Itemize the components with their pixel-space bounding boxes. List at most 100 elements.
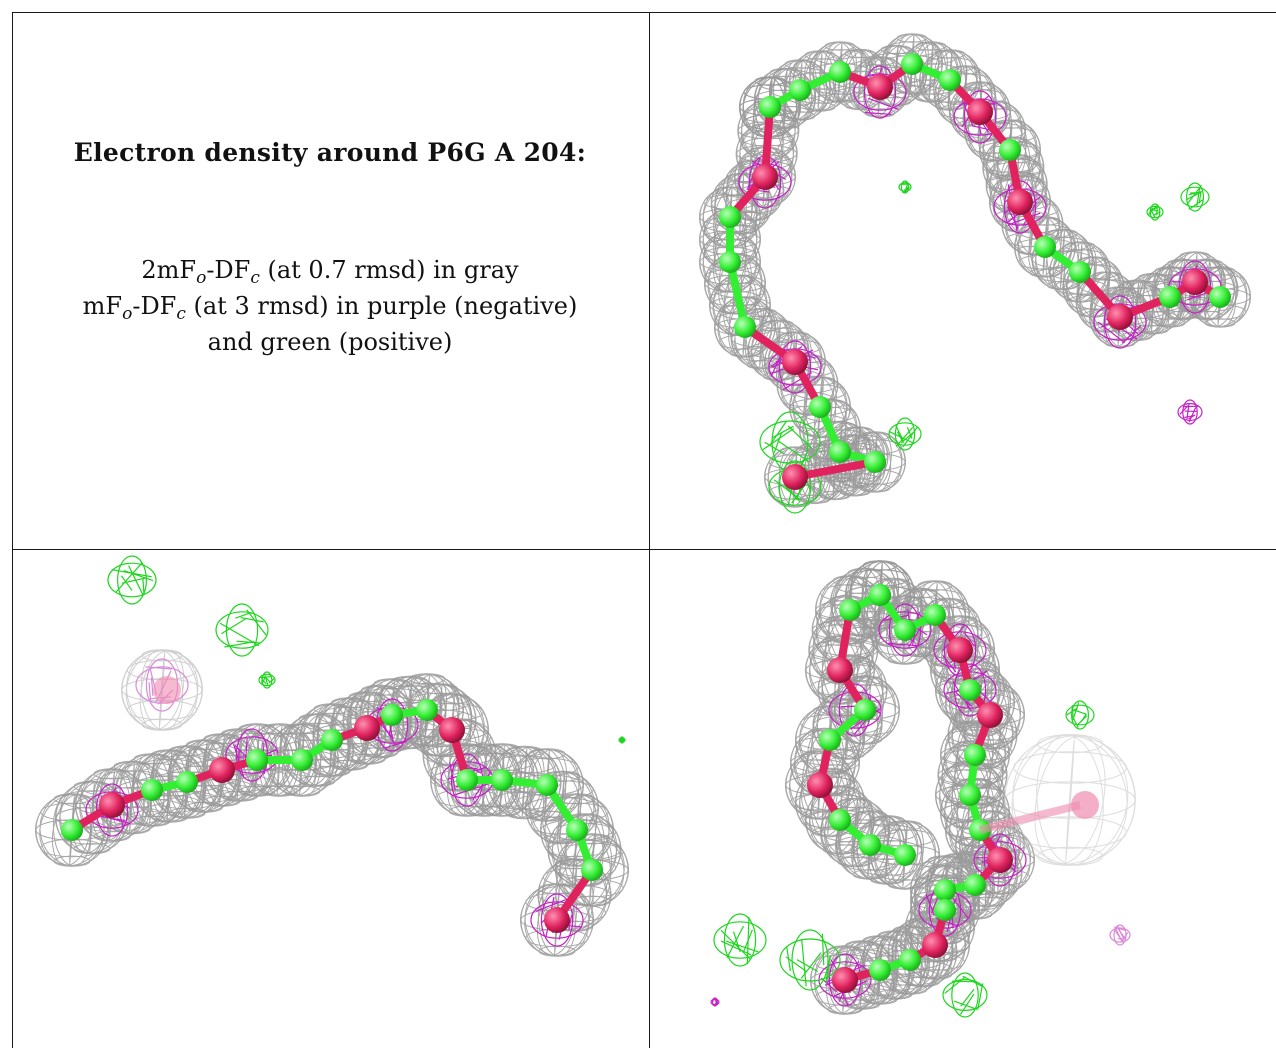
carbon-atom [1069,261,1091,283]
gray-density-mesh [739,33,1251,348]
oxygen-atom-faded [1071,791,1099,819]
density-view-bottom-right [650,550,1276,1048]
negative-difference-density [1109,924,1131,946]
legend-line-1: 2mFo-DFc (at 0.7 rmsd) in gray [141,256,519,288]
carbon-atom [829,61,851,83]
carbon-atom [1159,286,1181,308]
carbon-atom [416,699,438,721]
positive-difference-density [107,555,157,605]
carbon-atom [1034,236,1056,258]
gray-density-mesh-faded [1004,734,1136,866]
carbon-atom [566,819,588,841]
oxygen-atom [544,907,570,933]
density-render-top-right [699,33,1251,514]
carbon-atom [819,729,841,751]
oxygen-atom [752,164,778,190]
negative-difference-density [943,663,997,717]
oxygen-atom [782,349,808,375]
carbon-atom [869,959,891,981]
molecule-stick-model [61,699,603,933]
oxygen-atom [867,74,893,100]
carbon-atom [581,859,603,881]
gray-density-mesh [699,76,906,508]
oxygen-atom [1182,269,1208,295]
carbon-atom [759,96,781,118]
positive-difference-density [215,603,269,657]
density-view-bottom-left [12,550,649,1048]
oxygen-atom [832,967,858,993]
density-view-top-right [650,12,1276,548]
carbon-atom [859,834,881,856]
positive-difference-density [888,417,922,451]
molecule-stick-model [807,584,916,866]
oxygen-atom [922,932,948,958]
carbon-atom [924,604,946,626]
molecule-stick-model [832,584,1013,993]
positive-difference-density [779,929,841,991]
carbon-atom [536,774,558,796]
carbon-atom [854,699,876,721]
oxygen-atom [354,715,380,741]
carbon-atom [864,451,886,473]
legend-line-2: mFo-DFc (at 3 rmsd) in purple (negative) [82,292,578,324]
carbon-atom [959,784,981,806]
positive-difference-density [1146,203,1164,221]
carbon-atom [141,779,163,801]
oxygen-atom [807,772,833,798]
oxygen-atom [827,657,853,683]
oxygen-atom [209,757,235,783]
grid-outer-left [12,12,13,1048]
positive-difference-density [898,180,912,194]
figure-title: Electron density around P6G A 204: [73,138,587,167]
oxygen-atom [967,99,993,125]
faded-bond [979,801,1081,834]
oxygen-atom [947,637,973,663]
density-render-bottom-left [35,555,629,957]
gray-density-mesh-faded [121,649,203,731]
carbon-atom [246,749,268,771]
carbon-atom [901,53,923,75]
carbon-atom [456,769,478,791]
carbon-atom [291,749,313,771]
caption-panel: Electron density around P6G A 204: 2mFo-… [12,12,648,548]
positive-difference-density [618,736,626,744]
oxygen-atom [782,464,808,490]
carbon-atom [61,819,83,841]
carbon-atom [829,809,851,831]
carbon-atom [839,599,861,621]
negative-difference-density [1177,399,1203,425]
molecule-stick-model [719,96,886,490]
oxygen-atom [99,792,125,818]
carbon-atom [934,879,956,901]
carbon-atom [869,584,891,606]
carbon-atom [939,69,961,91]
carbon-atom [964,874,986,896]
positive-difference-density [258,671,276,689]
oxygen-atom-faded [153,676,181,704]
grid-horizontal-divider [12,549,1276,550]
carbon-atom [934,899,956,921]
carbon-atom [719,251,741,273]
oxygen-atom [439,717,465,743]
carbon-atom [964,744,986,766]
carbon-atom [829,441,851,463]
carbon-atom [734,316,756,338]
oxygen-atom [1107,304,1133,330]
negative-difference-density [710,997,720,1007]
carbon-atom [719,206,741,228]
legend-text: 2mFo-DFc (at 0.7 rmsd) in gray mFo-DFc (… [12,252,648,360]
carbon-atom [321,729,343,751]
positive-difference-density [713,913,767,967]
density-render-bottom-right [710,560,1136,1018]
carbon-atom [999,139,1021,161]
grid-vertical-divider [649,12,650,1048]
mesh-segment [520,883,594,957]
carbon-atom [899,949,921,971]
oxygen-atom [1007,189,1033,215]
legend-line-3: and green (positive) [207,328,453,356]
positive-difference-density [942,972,988,1018]
positive-difference-density [1065,700,1095,730]
grid-outer-top [12,12,1276,13]
carbon-atom [381,704,403,726]
oxygen-atom [977,702,1003,728]
